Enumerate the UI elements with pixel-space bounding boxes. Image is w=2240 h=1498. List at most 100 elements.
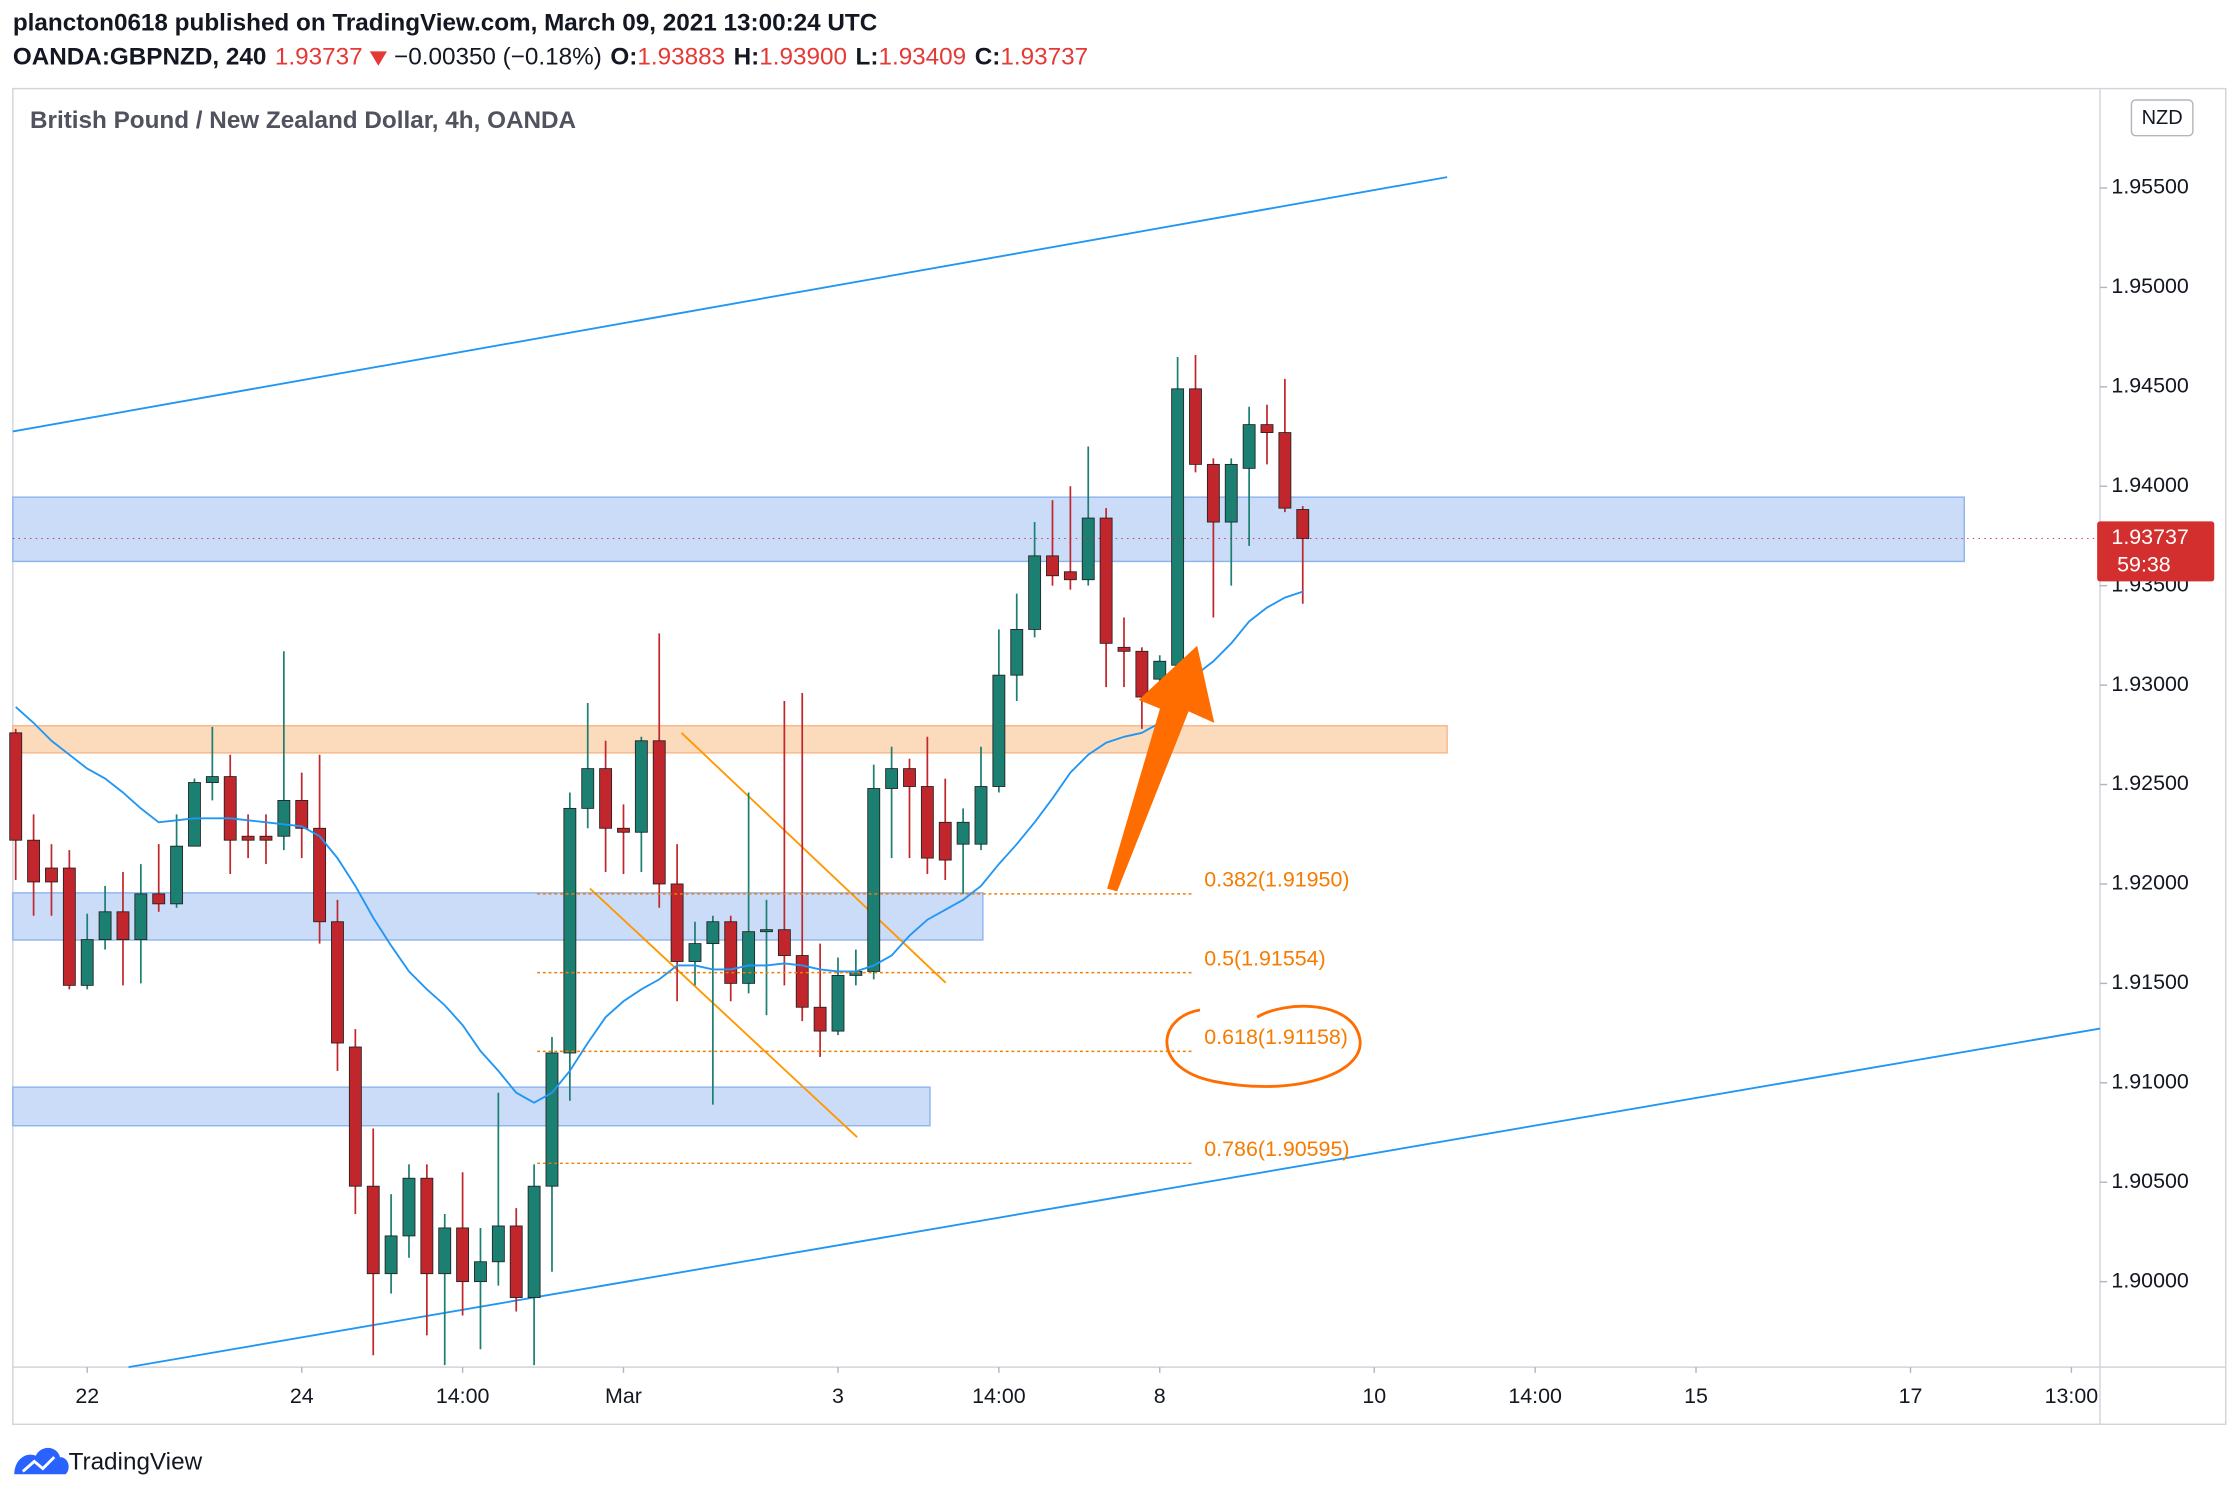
candle-body — [920, 786, 934, 859]
candle-body — [1278, 432, 1292, 509]
candle-body — [634, 740, 648, 833]
candle-body — [188, 782, 201, 847]
candle-body — [1189, 388, 1202, 465]
candle-body — [420, 1177, 434, 1275]
candle-body — [277, 800, 291, 837]
candle-body — [348, 1046, 362, 1187]
x-tick-label: 3 — [832, 1384, 844, 1408]
candle-body — [438, 1227, 452, 1275]
candle-body — [1028, 555, 1042, 630]
y-tick-label: 1.91500 — [2111, 970, 2188, 994]
candle-body — [885, 768, 899, 789]
plot-area — [9, 355, 1310, 1366]
candle-body — [384, 1235, 398, 1275]
y-tick-label: 1.90000 — [2111, 1268, 2188, 1292]
change: −0.00350 (−0.18%) — [394, 44, 602, 71]
currency: NZD — [2142, 107, 2183, 129]
candle-body — [563, 807, 577, 1054]
price-tag — [2097, 521, 2215, 582]
x-tick-label: 15 — [1684, 1384, 1708, 1408]
candle-body — [1224, 463, 1238, 523]
candle-body — [724, 921, 738, 984]
y-tick-label: 1.93000 — [2111, 672, 2188, 696]
candle-body — [652, 740, 666, 885]
candle-body — [974, 786, 988, 845]
candle-body — [1081, 517, 1095, 581]
y-tick-label: 1.91000 — [2111, 1069, 2188, 1093]
candle-body — [491, 1225, 505, 1263]
arrow-drawing — [1107, 645, 1215, 892]
candle-body — [295, 800, 309, 829]
x-tick-label: 10 — [1362, 1384, 1386, 1408]
candle-body — [456, 1227, 470, 1283]
fib-label: 0.5(1.91554) — [1204, 946, 1325, 970]
candle-body — [903, 768, 916, 787]
logo-line — [21, 1456, 56, 1473]
candle-body — [116, 911, 130, 941]
candle-body — [599, 768, 613, 829]
ohlc-value: 1.93883 — [637, 44, 725, 71]
x-tick-label: 17 — [1899, 1384, 1923, 1408]
candle-body — [152, 893, 166, 905]
candle-body — [813, 1006, 827, 1032]
footer-brand: TradingView — [69, 1448, 203, 1475]
candle-body — [223, 776, 237, 841]
logo — [14, 1447, 69, 1475]
candle-body — [545, 1052, 559, 1187]
price-tag-label: 1.93737 — [2111, 525, 2188, 549]
x-tick-label: 14:00 — [436, 1384, 490, 1408]
moving-average — [15, 590, 1304, 1104]
candle-body — [1260, 424, 1274, 434]
zone — [12, 725, 1448, 754]
candle-body — [402, 1177, 416, 1237]
currency-box[interactable] — [2130, 99, 2194, 137]
candle-body — [617, 827, 630, 833]
ohlc-key: O: — [610, 44, 637, 71]
zone — [12, 496, 1965, 563]
candle-body — [581, 768, 595, 809]
y-tick-label: 1.95500 — [2111, 175, 2188, 199]
candle-body — [670, 883, 684, 962]
publisher-line: plancton0618 published on TradingView.co… — [13, 10, 877, 37]
circle-drawing — [1165, 1004, 1362, 1088]
fib-label: 0.618(1.91158) — [1204, 1025, 1348, 1049]
x-tick-label: 14:00 — [1508, 1384, 1562, 1408]
ohlc-key: L: — [856, 44, 879, 71]
candle-body — [474, 1261, 487, 1283]
candle-body — [742, 931, 756, 984]
ohlc-key: H: — [734, 44, 760, 71]
candle-body — [777, 929, 791, 956]
candle-body — [1046, 555, 1059, 577]
candle-body — [1296, 509, 1310, 539]
fib-label: 0.382(1.91950) — [1204, 868, 1349, 892]
candle-body — [170, 845, 184, 905]
chart-title: British Pound / New Zealand Dollar, 4h, … — [30, 107, 576, 134]
candle-body — [27, 839, 41, 883]
candle-body — [62, 867, 76, 986]
candle-body — [1206, 463, 1220, 523]
y-tick-label: 1.92500 — [2111, 771, 2188, 795]
candle-body — [760, 929, 773, 933]
candle-body — [688, 943, 702, 962]
price-tag-timer: 59:38 — [2117, 552, 2171, 576]
candle-body — [938, 821, 952, 861]
candle-body — [80, 939, 94, 986]
candle-body — [956, 821, 970, 845]
y-tick-label: 1.95000 — [2111, 274, 2188, 298]
candle-body — [331, 921, 344, 1044]
candle-body — [992, 674, 1006, 787]
y-tick-label: 1.94500 — [2111, 373, 2188, 397]
x-tick-label: 22 — [75, 1384, 99, 1408]
candle-body — [706, 921, 720, 945]
x-tick-label: 13:00 — [2045, 1384, 2099, 1408]
candle-body — [867, 788, 881, 972]
candle-body — [45, 867, 58, 883]
zone — [12, 1086, 931, 1127]
symbol: OANDA:GBPNZD, 240 — [13, 44, 266, 71]
ohlc-value: 1.93737 — [1000, 44, 1088, 71]
y-tick-label: 1.92000 — [2111, 871, 2188, 895]
x-tick-label: 24 — [290, 1384, 314, 1408]
last-price: 1.93737 — [275, 44, 363, 71]
candle-body — [313, 827, 327, 923]
